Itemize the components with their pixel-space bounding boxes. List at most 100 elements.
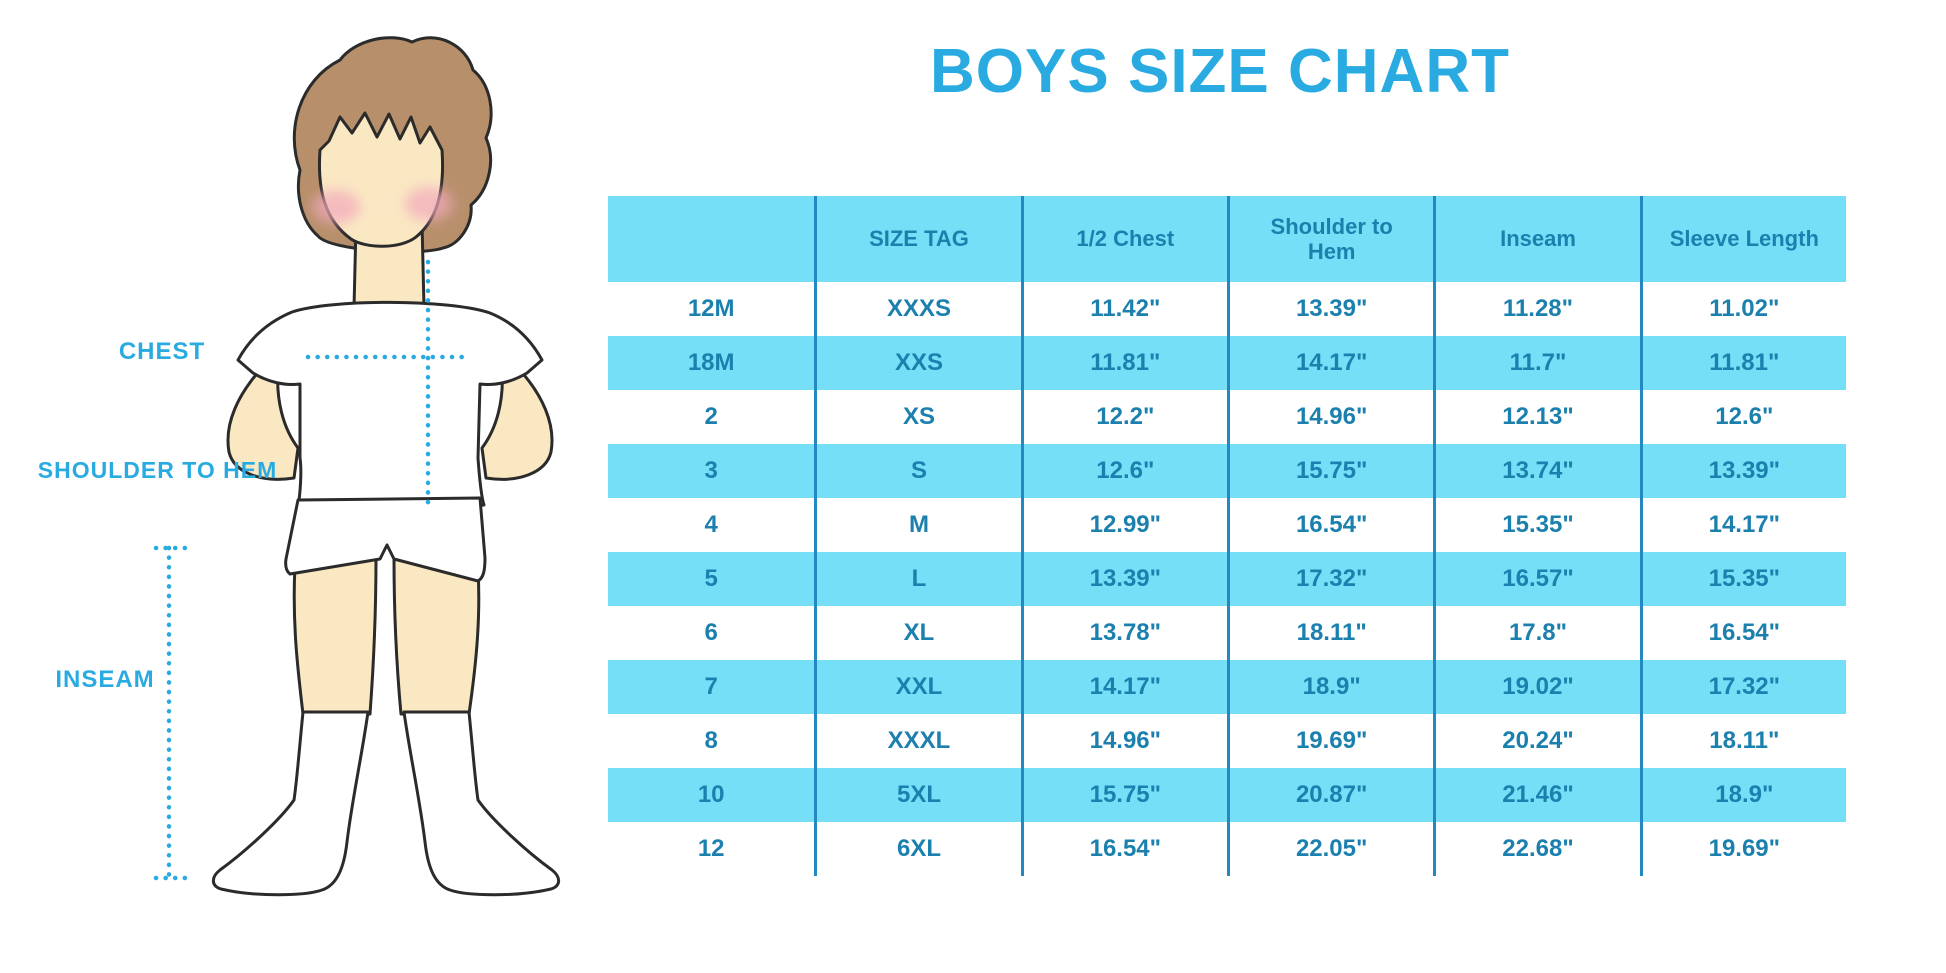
table-row: 10 5XL 15.75" 20.87" 21.46" 18.9"	[608, 768, 1846, 822]
shoulder-to-hem-label: SHOULDER TO HEM	[37, 457, 278, 483]
table-cell: 6XL	[814, 822, 1020, 876]
table-cell: XS	[814, 390, 1020, 444]
header-cell: SIZE TAG	[814, 196, 1020, 282]
table-row: 12 6XL 16.54" 22.05" 22.68" 19.69"	[608, 822, 1846, 876]
table-cell: 12.6"	[1639, 390, 1846, 444]
table-cell: 16.54"	[1020, 822, 1227, 876]
table-cell: 11.28"	[1433, 282, 1639, 336]
arm-left	[226, 366, 300, 481]
table-cell: 12.13"	[1433, 390, 1639, 444]
table-cell: 10	[697, 781, 725, 809]
table-cell: 12.6"	[1020, 444, 1227, 498]
table-cell: 11.42"	[1020, 282, 1227, 336]
table-cell: 11.7"	[1433, 336, 1639, 390]
table-cell: 5	[704, 565, 718, 593]
leg-right	[392, 556, 481, 716]
table-cell: 13.74"	[1433, 444, 1639, 498]
table-cell: 5XL	[814, 768, 1020, 822]
table-cell: 14.17"	[1226, 336, 1433, 390]
table-cell: 8	[704, 727, 718, 755]
table-row: 18M XXS 11.81" 14.17" 11.7" 11.81"	[608, 336, 1846, 390]
table-cell: 18.11"	[1639, 714, 1846, 768]
table-cell: 13.39"	[1226, 282, 1433, 336]
table-cell: 20.24"	[1433, 714, 1639, 768]
table-cell: 4	[704, 511, 718, 539]
table-cell: 22.68"	[1433, 822, 1639, 876]
table-cell: 16.54"	[1226, 498, 1433, 552]
leg-left	[292, 556, 378, 716]
chest-label: CHEST	[118, 338, 206, 365]
table-cell: XXXL	[814, 714, 1020, 768]
table-cell: 18M	[687, 349, 735, 377]
table-cell: L	[814, 552, 1020, 606]
table-cell: 16.57"	[1433, 552, 1639, 606]
table-cell: 16.54"	[1639, 606, 1846, 660]
table-cell: 19.69"	[1639, 822, 1846, 876]
table-cell: 17.8"	[1433, 606, 1639, 660]
table-cell: XL	[814, 606, 1020, 660]
table-cell: 12M	[687, 295, 735, 323]
cheek-right	[405, 187, 453, 221]
table-row: SIZE TAG 1/2 Chest Shoulder to Hem Inseam Sl…	[608, 196, 1846, 282]
table-cell: 22.05"	[1226, 822, 1433, 876]
table-cell: 15.35"	[1433, 498, 1639, 552]
table-cell: 3	[704, 457, 718, 485]
table-cell: 14.17"	[1020, 660, 1227, 714]
table-row: 4 M 12.99" 16.54" 15.35" 14.17"	[608, 498, 1846, 552]
table-cell: 19.02"	[1433, 660, 1639, 714]
table-cell: 18.9"	[1639, 768, 1846, 822]
table-cell: 6	[704, 619, 718, 647]
table-cell: 11.81"	[1020, 336, 1227, 390]
sock-right	[402, 710, 561, 897]
table-cell: 14.96"	[1020, 714, 1227, 768]
table-cell: 11.02"	[1639, 282, 1846, 336]
table-row: 5 L 13.39" 17.32" 16.57" 15.35"	[608, 552, 1846, 606]
table-cell: 12.2"	[1020, 390, 1227, 444]
inseam-label: INSEAM	[55, 666, 155, 693]
table-cell: XXXS	[814, 282, 1020, 336]
table-cell: 2	[704, 403, 718, 431]
size-table: SIZE TAG 1/2 Chest Shoulder to Hem Inseam Sl…	[608, 196, 1846, 876]
table-cell: M	[814, 498, 1020, 552]
table-cell: S	[814, 444, 1020, 498]
shirt	[236, 300, 544, 513]
header-cell: Shoulder to Hem	[1226, 196, 1433, 282]
table-cell: 12.99"	[1020, 498, 1227, 552]
header-cell: Inseam	[1433, 196, 1639, 282]
table-cell: 13.78"	[1020, 606, 1227, 660]
header-cell: Sleeve Length	[1639, 196, 1846, 282]
table-cell: XXS	[814, 336, 1020, 390]
sock-left	[211, 710, 370, 897]
table-row: 7 XXL 14.17" 18.9" 19.02" 17.32"	[608, 660, 1846, 714]
table-cell: 19.69"	[1226, 714, 1433, 768]
table-row: 6 XL 13.78" 18.11" 17.8" 16.54"	[608, 606, 1846, 660]
boy-measurement-figure	[153, 36, 561, 897]
table-cell: 14.17"	[1639, 498, 1846, 552]
table-row: 3 S 12.6" 15.75" 13.74" 13.39"	[608, 444, 1846, 498]
table-cell: 18.9"	[1226, 660, 1433, 714]
table-cell: XXL	[814, 660, 1020, 714]
table-cell: 12	[697, 835, 725, 863]
table-cell: 17.32"	[1639, 660, 1846, 714]
header-cell: 1/2 Chest	[1020, 196, 1227, 282]
table-cell: 21.46"	[1433, 768, 1639, 822]
header-cell	[608, 196, 814, 282]
cheek-left	[312, 190, 360, 224]
table-cell: 13.39"	[1639, 444, 1846, 498]
table-cell: 14.96"	[1226, 390, 1433, 444]
table-cell: 18.11"	[1226, 606, 1433, 660]
page-title: BOYS SIZE CHART	[930, 37, 1510, 106]
table-cell: 15.75"	[1226, 444, 1433, 498]
table-cell: 17.32"	[1226, 552, 1433, 606]
table-row: 8 XXXL 14.96" 19.69" 20.24" 18.11"	[608, 714, 1846, 768]
table-row: 2 XS 12.2" 14.96" 12.13" 12.6"	[608, 390, 1846, 444]
table-cell: 15.75"	[1020, 768, 1227, 822]
table-cell: 15.35"	[1639, 552, 1846, 606]
table-row: 12M XXXS 11.42" 13.39" 11.28" 11.02"	[608, 282, 1846, 336]
table-cell: 20.87"	[1226, 768, 1433, 822]
table-cell: 11.81"	[1639, 336, 1846, 390]
table-cell: 13.39"	[1020, 552, 1227, 606]
arm-right	[480, 366, 554, 481]
shorts	[284, 496, 487, 583]
